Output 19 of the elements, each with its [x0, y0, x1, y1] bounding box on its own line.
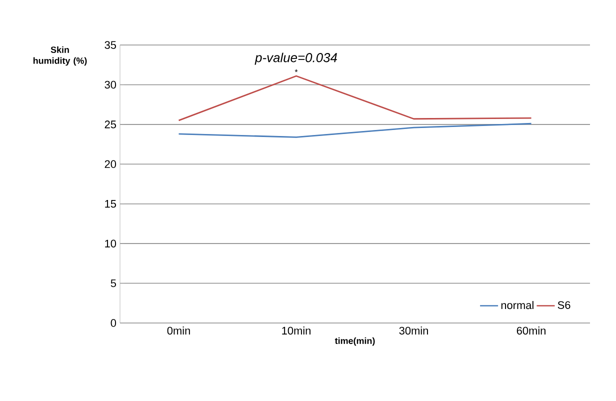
x-tick-label: 10min: [282, 326, 310, 335]
y-tick-label: 35: [104, 41, 116, 49]
line-series: [178, 122, 532, 138]
y-tick-label: 20: [104, 160, 116, 168]
x-axis-title: time(min): [334, 337, 375, 346]
annotation: p-value=0.034: [254, 52, 337, 65]
x-tick-label: 60min: [516, 326, 546, 335]
y-tick-label: 0: [110, 319, 116, 327]
x-tick-label: 0min: [167, 326, 190, 335]
y-tick-label: 25: [104, 120, 116, 128]
y-tick-label: 15: [105, 200, 116, 208]
y-axis-title: Skin humidity (%): [33, 46, 87, 66]
y-tick-label: 30: [104, 80, 116, 89]
x-tick-label: 30min: [399, 326, 428, 335]
y-tick-label: 5: [110, 279, 116, 288]
line-series: [178, 75, 532, 122]
y-tick-label: 10: [105, 240, 116, 248]
legend-label: normal: [501, 301, 534, 310]
legend-label: S6: [558, 301, 570, 309]
